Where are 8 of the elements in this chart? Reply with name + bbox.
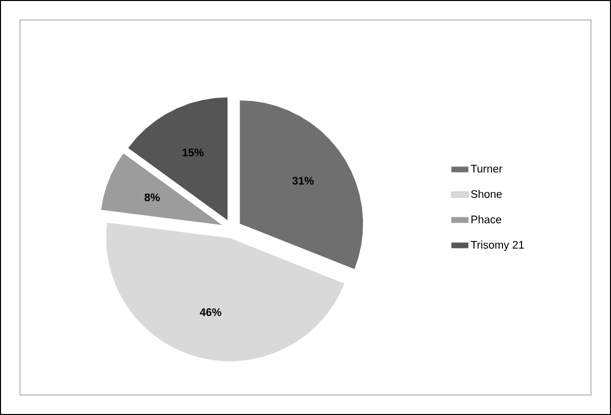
data-label: 31% — [292, 176, 314, 185]
data-label: 15% — [182, 148, 204, 156]
legend-label: Trisomy 21 — [470, 240, 524, 251]
legend-label: Turner — [470, 164, 502, 173]
legend-label: Shone — [471, 190, 502, 198]
data-label: 8% — [144, 194, 160, 202]
legend-label: Phace — [472, 215, 502, 224]
data-label: 46% — [200, 308, 222, 316]
